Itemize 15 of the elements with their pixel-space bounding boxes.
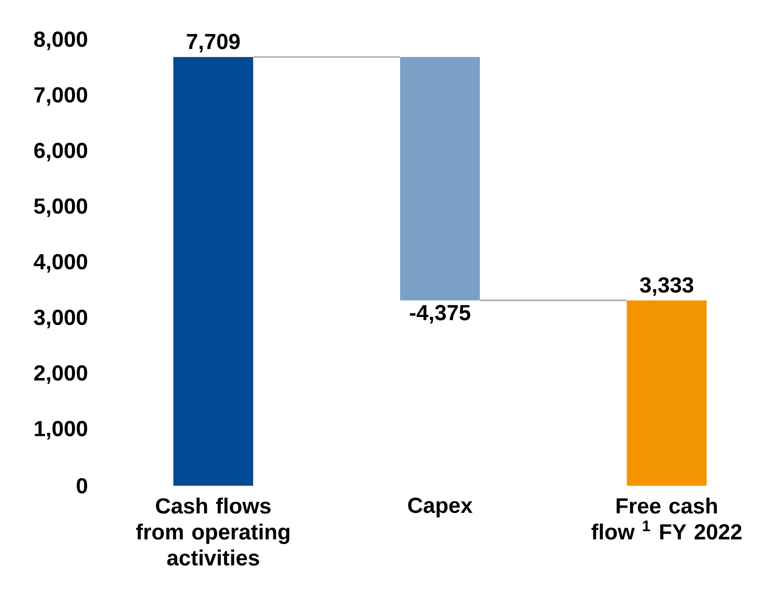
y-tick-label: 4,000	[34, 254, 88, 273]
data-label: -4,375	[410, 304, 470, 324]
y-tick-label: 7,000	[34, 87, 88, 106]
y-tick-label: 6,000	[34, 142, 88, 162]
y-tick-label: 1,000	[34, 420, 88, 440]
x-tick-label: Free cash flow $^{1}$ FY 2022	[591, 498, 742, 540]
x-tick-label: Capex	[408, 498, 473, 518]
y-tick-label: 2,000	[34, 365, 88, 384]
y-tick-label: 8,000	[34, 32, 88, 50]
data-label: 7,709	[186, 34, 240, 52]
y-tick-label: 5,000	[34, 198, 88, 217]
y-tick-label: 0	[76, 478, 88, 494]
data-label: 3,333	[640, 277, 694, 296]
x-tick-label: Cash flows from operating activities	[136, 498, 290, 566]
y-tick-label: 3,000	[34, 310, 88, 328]
